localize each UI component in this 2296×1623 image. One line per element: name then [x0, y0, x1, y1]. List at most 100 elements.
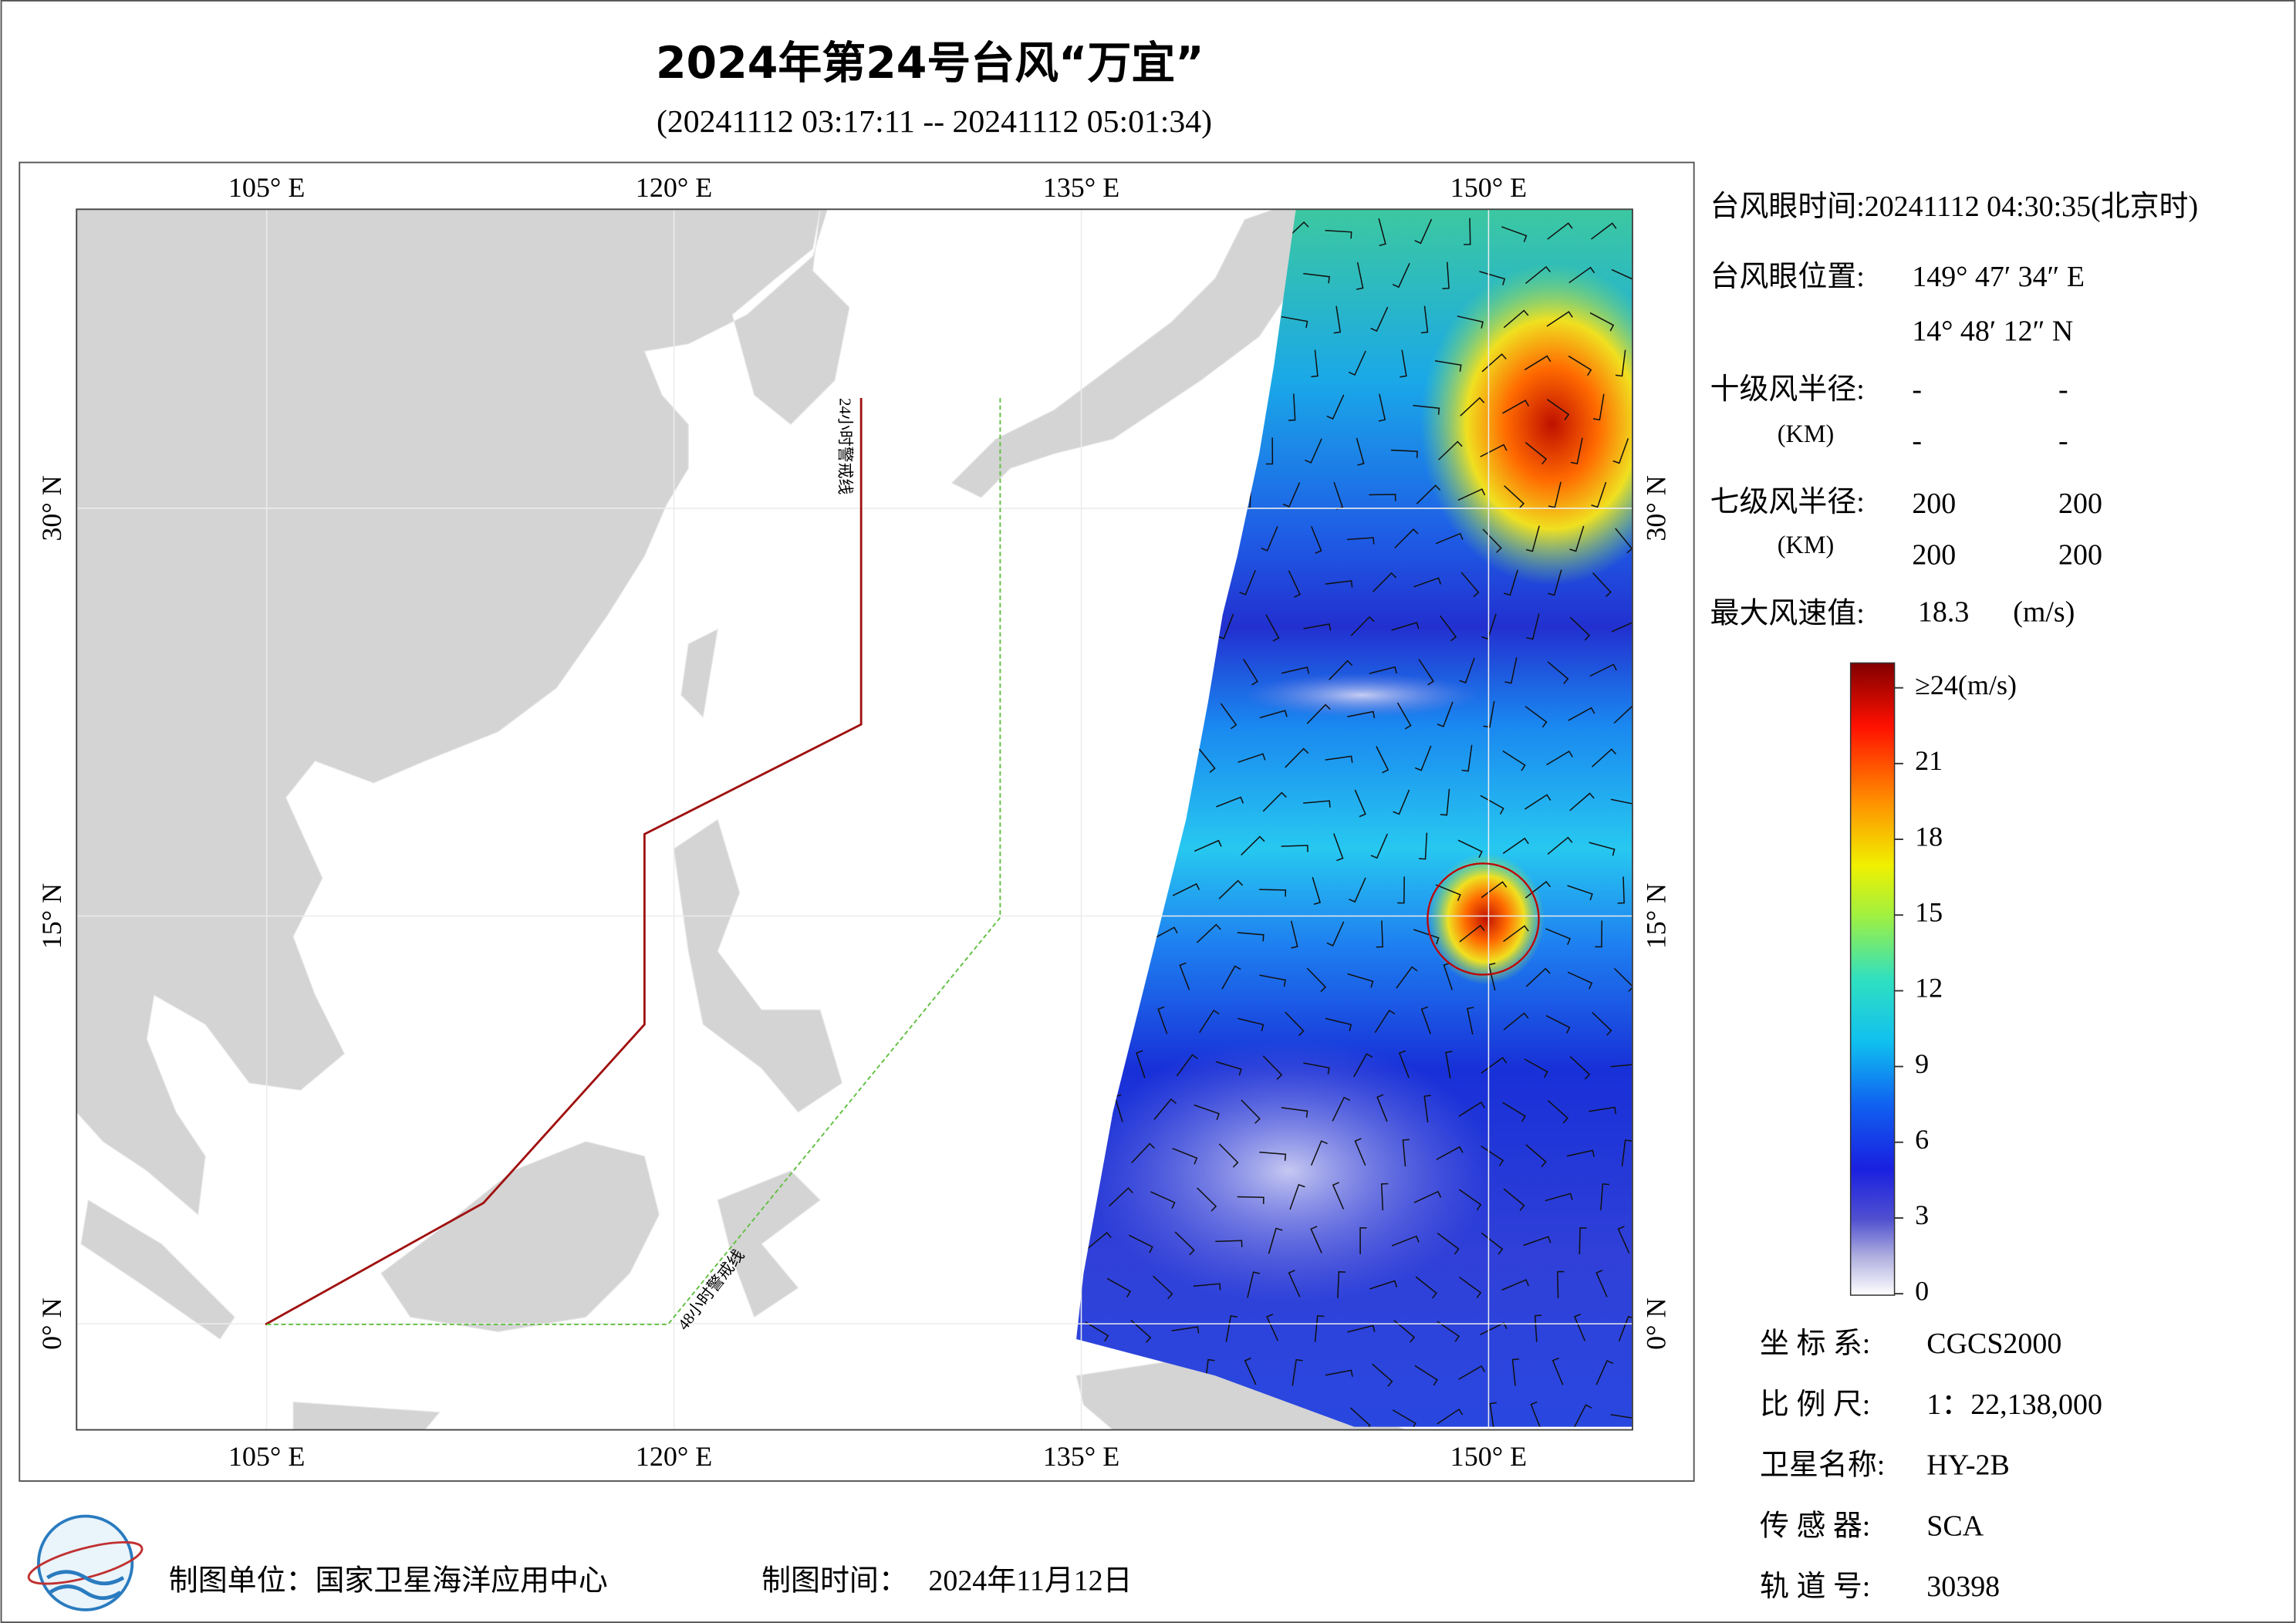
wind-barb — [1347, 537, 1375, 545]
wind-barb — [1545, 928, 1572, 946]
wind-barb — [1546, 750, 1573, 766]
wind-barb — [1437, 1408, 1464, 1425]
wind-barb — [1196, 923, 1221, 943]
wind-barb — [1615, 349, 1626, 377]
wind-barb — [1502, 837, 1529, 854]
r10-value: - — [1912, 425, 1922, 457]
wind-barb — [1312, 876, 1322, 906]
warning-line-24h — [265, 398, 863, 1326]
wind-barb — [1174, 1231, 1195, 1256]
info-panel: 台风眼时间:20241112 04:30:35(北京时) 台风眼位置: 149°… — [1710, 191, 2199, 629]
wind-barb — [1467, 1007, 1474, 1035]
wind-barb — [1218, 1143, 1239, 1168]
wind-barb — [1281, 845, 1308, 852]
wind-barb — [1545, 1014, 1571, 1034]
wind-barb — [1613, 704, 1633, 724]
wind-barb — [1393, 789, 1410, 815]
wind-barb — [1566, 1149, 1595, 1157]
wind-barb — [1545, 1193, 1573, 1202]
wind-barb — [1479, 271, 1506, 285]
lat-tick-label: 30° N — [36, 475, 67, 541]
wind-barb — [1501, 1279, 1530, 1291]
wind-barb — [1435, 532, 1464, 545]
warning-line-label: 24小时警戒线 — [836, 398, 855, 494]
wind-barb — [1413, 1190, 1442, 1203]
wind-barb — [1396, 702, 1412, 730]
high-wind-area — [1427, 853, 1545, 985]
wind-barb — [1595, 1269, 1608, 1297]
wind-barb — [1459, 1277, 1482, 1299]
wind-barb — [1592, 572, 1612, 597]
wind-barb — [1193, 1283, 1221, 1291]
wind-barb — [1109, 1187, 1133, 1207]
colorbar-tick-label: ≥24(m/s) — [1915, 670, 2017, 700]
low-wind-area — [1244, 673, 1479, 717]
logo — [27, 1514, 144, 1611]
lon-tick-label: 105° E — [228, 1441, 305, 1472]
wind-barb — [1458, 1189, 1482, 1211]
meta-value: 1：22,138,000 — [1926, 1388, 2102, 1421]
wind-barb — [1359, 1227, 1367, 1254]
wind-barb — [1460, 396, 1485, 417]
wind-barb — [1157, 1006, 1168, 1034]
colorbar-tick-label: 18 — [1915, 821, 1943, 852]
wind-barb — [1303, 1062, 1330, 1075]
r7-value: 200 — [2058, 488, 2102, 520]
wind-barb — [1483, 700, 1495, 728]
wind-barb — [1481, 613, 1497, 640]
wind-barb — [1524, 794, 1551, 810]
wind-barb — [1259, 889, 1287, 897]
wind-barb — [1128, 1234, 1153, 1254]
wind-barb — [1546, 398, 1570, 420]
wind-barb — [1310, 1140, 1328, 1166]
wind-barb — [1591, 748, 1617, 768]
wind-barb — [1547, 1100, 1568, 1124]
meta-label: 传 感 器: — [1760, 1510, 1870, 1542]
wind-barb — [1504, 569, 1518, 596]
wind-barb — [1457, 488, 1486, 501]
wind-barb — [1179, 962, 1190, 990]
wind-barb — [1285, 1011, 1305, 1036]
wind-barb — [1197, 747, 1216, 773]
wind-barb — [1525, 967, 1551, 987]
wind-barb — [1349, 1407, 1371, 1427]
wind-barb — [1218, 879, 1244, 899]
wind-barb — [1600, 1183, 1609, 1210]
wind-barb — [1396, 966, 1418, 989]
wind-barb — [1551, 1357, 1564, 1385]
wind-barb — [1437, 1232, 1460, 1255]
wind-barb — [1394, 528, 1419, 548]
colorbar-tick-label: 15 — [1915, 896, 1943, 927]
wind-barbs — [1085, 218, 1633, 1427]
lon-tick-label: 120° E — [636, 172, 712, 203]
wind-barb — [1397, 876, 1405, 904]
wind-barb — [1489, 1402, 1497, 1427]
r7-value: 200 — [1912, 488, 1956, 520]
low-wind-area — [1083, 1039, 1494, 1303]
wind-barb — [1172, 1147, 1198, 1165]
wind-barb — [1376, 746, 1389, 774]
colorbar-tick-label: 0 — [1915, 1275, 1929, 1306]
wind-barb — [1241, 1099, 1261, 1124]
wind-barb — [1285, 747, 1309, 768]
wind-barb — [1325, 1369, 1353, 1377]
wind-barb — [1261, 526, 1278, 552]
land — [80, 1199, 235, 1340]
wind-barb — [1503, 1188, 1525, 1211]
wind-barb — [1458, 1365, 1486, 1380]
colorbar-tick-label: 9 — [1915, 1048, 1929, 1079]
warning-line-48h — [265, 398, 1001, 1325]
wind-barb — [1524, 442, 1548, 465]
wind-barb — [1306, 704, 1331, 724]
wind-barb — [1525, 265, 1551, 285]
max-wind-label: 最大风速值: — [1710, 597, 1865, 629]
wind-barb — [1402, 1139, 1410, 1167]
wind-barb — [1413, 577, 1442, 588]
wind-barb — [1568, 355, 1592, 376]
wind-barb — [1392, 1409, 1416, 1427]
wind-barb — [1325, 755, 1353, 763]
wind-barb — [1265, 614, 1280, 642]
meta-label: 坐 标 系: — [1760, 1328, 1870, 1360]
logo-waves — [46, 1570, 125, 1601]
colorbar-tick-label: 12 — [1915, 973, 1943, 1004]
